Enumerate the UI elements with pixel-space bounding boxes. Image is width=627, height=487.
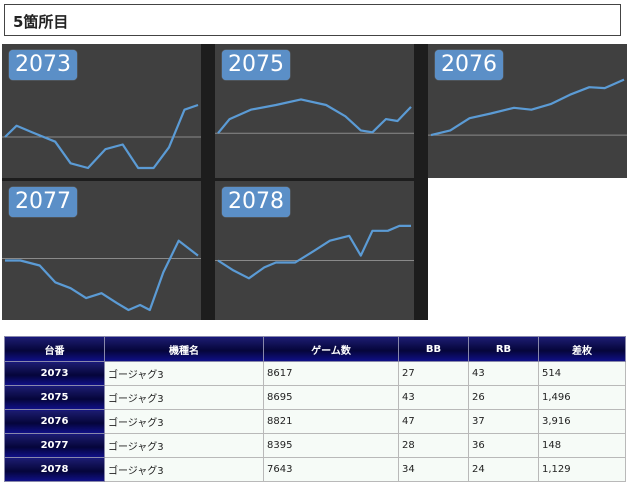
cell-games: 8695 xyxy=(263,385,399,410)
chart-badge: 2078 xyxy=(222,187,290,217)
table-row: 2075 ゴージャグ3 8695 43 26 1,496 xyxy=(4,385,626,410)
chart-badge: 2073 xyxy=(9,50,77,80)
section-title: 5箇所目 xyxy=(13,13,69,31)
cell-rb: 36 xyxy=(468,433,539,458)
chart-2076 xyxy=(428,78,627,137)
cell-diff: 148 xyxy=(538,433,626,458)
divider xyxy=(2,178,428,181)
cell-number: 2075 xyxy=(4,385,105,410)
divider xyxy=(414,181,428,320)
cell-model: ゴージャグ3 xyxy=(104,457,264,482)
table-header-row: 台番 機種名 ゲーム数 BB RB 差枚 xyxy=(4,336,626,362)
sparkline-series xyxy=(5,239,199,312)
sparkline-series xyxy=(4,103,199,170)
chart-panel-2073: 2073 xyxy=(2,44,201,178)
cell-number: 2073 xyxy=(4,361,105,386)
cell-games: 8617 xyxy=(263,361,399,386)
cell-rb: 24 xyxy=(468,457,539,482)
table-row: 2078 ゴージャグ3 7643 34 24 1,129 xyxy=(4,457,626,482)
col-header-games: ゲーム数 xyxy=(263,336,399,362)
cell-games: 7643 xyxy=(263,457,399,482)
chart-grid: 2073 2075 2076 2077 2078 xyxy=(2,44,627,320)
col-header-model: 機種名 xyxy=(104,336,264,362)
cell-games: 8395 xyxy=(263,433,399,458)
chart-panel-2076: 2076 xyxy=(428,44,627,178)
cell-model: ゴージャグ3 xyxy=(104,385,264,410)
cell-diff: 3,916 xyxy=(538,409,626,434)
cell-diff: 1,129 xyxy=(538,457,626,482)
col-header-number: 台番 xyxy=(4,336,105,362)
chart-panel-2078: 2078 xyxy=(215,181,414,320)
sparkline-series xyxy=(217,224,411,280)
cell-games: 8821 xyxy=(263,409,399,434)
cell-model: ゴージャグ3 xyxy=(104,409,264,434)
chart-badge: 2076 xyxy=(435,50,503,80)
chart-2075 xyxy=(215,98,414,134)
cell-bb: 27 xyxy=(398,361,469,386)
table-row: 2077 ゴージャグ3 8395 28 36 148 xyxy=(4,433,626,458)
cell-model: ゴージャグ3 xyxy=(104,433,264,458)
cell-bb: 47 xyxy=(398,409,469,434)
cell-bb: 28 xyxy=(398,433,469,458)
cell-rb: 37 xyxy=(468,409,539,434)
divider xyxy=(201,181,215,320)
cell-diff: 1,496 xyxy=(538,385,626,410)
divider xyxy=(201,44,215,178)
cell-number: 2076 xyxy=(4,409,105,434)
cell-rb: 43 xyxy=(468,361,539,386)
chart-badge: 2075 xyxy=(222,50,290,80)
chart-panel-2077: 2077 xyxy=(2,181,201,320)
sparkline-series xyxy=(217,98,412,134)
col-header-bb: BB xyxy=(398,336,469,362)
col-header-rb: RB xyxy=(468,336,539,362)
cell-bb: 43 xyxy=(398,385,469,410)
cell-number: 2077 xyxy=(4,433,105,458)
cell-diff: 514 xyxy=(538,361,626,386)
table-row: 2076 ゴージャグ3 8821 47 37 3,916 xyxy=(4,409,626,434)
chart-panel-2075: 2075 xyxy=(215,44,414,178)
chart-2077 xyxy=(2,239,201,312)
sparkline-series xyxy=(430,78,625,137)
machine-table: 台番 機種名 ゲーム数 BB RB 差枚 2073 ゴージャグ3 8617 27… xyxy=(4,336,626,482)
chart-badge: 2077 xyxy=(9,187,77,217)
col-header-diff: 差枚 xyxy=(538,336,626,362)
chart-2073 xyxy=(2,103,201,170)
cell-model: ゴージャグ3 xyxy=(104,361,264,386)
chart-2078 xyxy=(215,224,414,280)
divider xyxy=(414,44,428,178)
section-header: 5箇所目 xyxy=(4,4,621,36)
cell-bb: 34 xyxy=(398,457,469,482)
cell-number: 2078 xyxy=(4,457,105,482)
table-row: 2073 ゴージャグ3 8617 27 43 514 xyxy=(4,361,626,386)
cell-rb: 26 xyxy=(468,385,539,410)
